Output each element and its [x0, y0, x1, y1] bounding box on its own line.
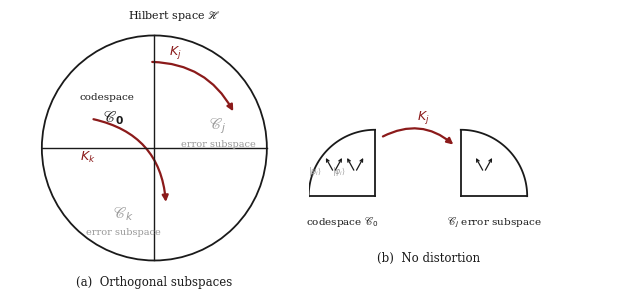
- FancyArrowPatch shape: [93, 119, 168, 200]
- Text: (a)  Orthogonal subspaces: (a) Orthogonal subspaces: [76, 277, 232, 290]
- Text: $K_j$: $K_j$: [169, 43, 181, 61]
- Text: codespace: codespace: [80, 93, 135, 101]
- Text: $|\psi_i\rangle$: $|\psi_i\rangle$: [308, 165, 322, 178]
- Text: $\mathscr{C}_j$ error subspace: $\mathscr{C}_j$ error subspace: [447, 215, 541, 230]
- Text: Hilbert space $\mathscr{H}$: Hilbert space $\mathscr{H}$: [127, 9, 220, 23]
- Text: codespace $\mathscr{C}_0$: codespace $\mathscr{C}_0$: [306, 215, 378, 230]
- Text: error subspace: error subspace: [86, 228, 161, 236]
- Text: $\mathscr{C}_j$: $\mathscr{C}_j$: [209, 117, 227, 136]
- Text: error subspace: error subspace: [181, 140, 255, 149]
- Text: (b)  No distortion: (b) No distortion: [377, 252, 480, 265]
- Text: $\mathscr{C}_\mathbf{0}$: $\mathscr{C}_\mathbf{0}$: [103, 110, 123, 127]
- FancyArrowPatch shape: [152, 62, 232, 109]
- FancyArrowPatch shape: [383, 128, 452, 143]
- Text: $\mathscr{C}_k$: $\mathscr{C}_k$: [113, 206, 134, 223]
- Text: $K_k$: $K_k$: [80, 150, 96, 165]
- Text: $|\varphi_i\rangle$: $|\varphi_i\rangle$: [332, 165, 346, 178]
- Text: $K_j$: $K_j$: [417, 109, 430, 126]
